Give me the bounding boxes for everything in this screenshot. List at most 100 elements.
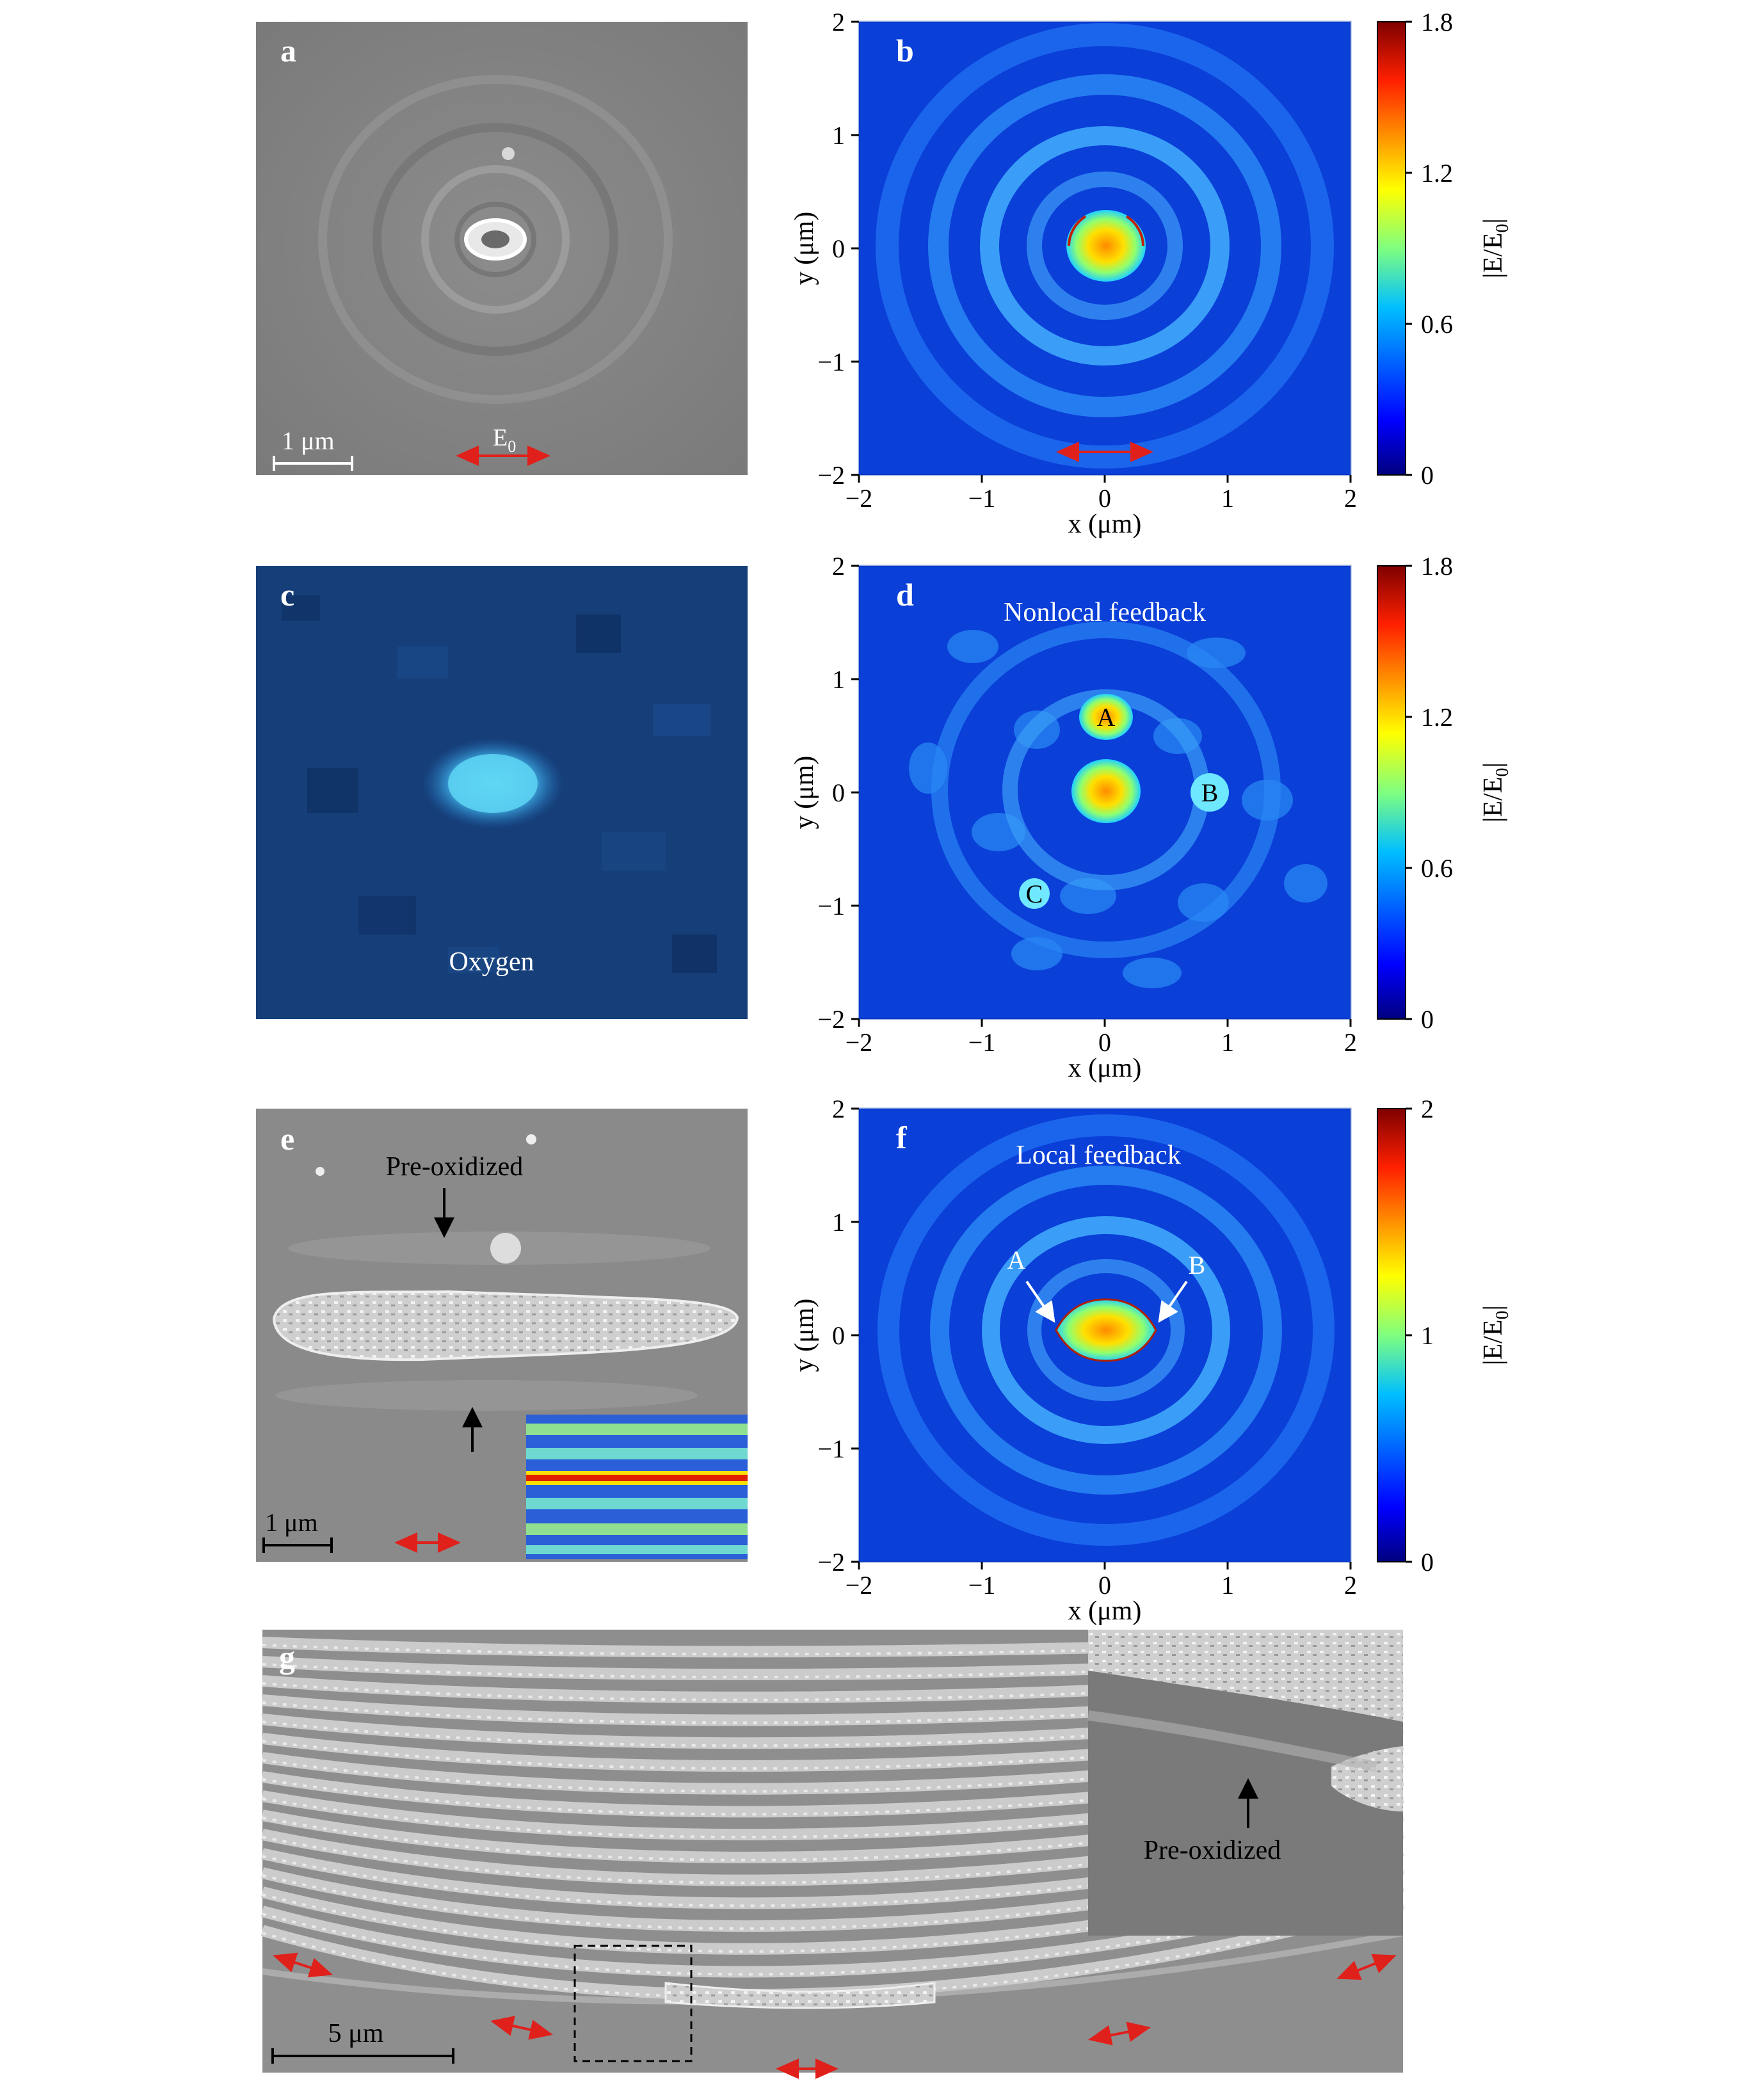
panel-b: b −2 −1 0 1 2 −2 −1 0 1 2 x (μm) y (μm) 0 0.6 1.2 1.8 |E…	[790, 8, 1512, 539]
y-tick-label: 2	[832, 552, 845, 581]
y-tick-label: −1	[817, 1434, 845, 1463]
hotspot-main-d	[1071, 759, 1141, 823]
x-tick-label: 0	[1098, 1571, 1111, 1600]
x-tick-label: 1	[1221, 1571, 1234, 1600]
colorbar-tick-label: 0	[1421, 1548, 1434, 1577]
x-tick-label: 2	[1344, 1028, 1357, 1057]
polarization-label-a: E0	[493, 424, 516, 456]
stripe-texture	[262, 1746, 1404, 1793]
y-tick-label: −1	[817, 348, 845, 376]
y-axis-label: y (μm)	[790, 212, 819, 285]
inset-g: Pre-oxidized	[1087, 1630, 1403, 1936]
hotspot-b	[1066, 210, 1146, 282]
y-tick-label: 0	[832, 1321, 845, 1350]
zoom-region-box	[573, 1945, 693, 2062]
x-tick-label: 1	[1221, 484, 1234, 513]
colorbar-label: |E/E0|	[1479, 218, 1512, 278]
preoxidized-band	[275, 1380, 698, 1411]
panel-g: Pre-oxidized g 5 μm	[261, 1630, 1405, 2079]
panel-label-a: a	[280, 33, 296, 68]
arrow-A-f	[1025, 1280, 1055, 1323]
panel-title-f: Local feedback	[1016, 1141, 1181, 1170]
panel-label-c: c	[280, 577, 294, 613]
field-rings-f	[878, 1114, 1335, 1546]
x-tick-label: −2	[846, 484, 873, 513]
debris-particle	[490, 1233, 521, 1264]
panel-f: A B f Local feedback −2 −1 0 1 2 −2 −1 0 1 2 x (μm…	[790, 1095, 1512, 1626]
y-tick-label: −2	[817, 1005, 845, 1034]
colorbar	[1377, 565, 1406, 1020]
ring	[373, 123, 618, 356]
stripe-texture	[262, 1834, 1404, 1907]
oxygen-core	[448, 754, 538, 813]
y-tick-label: 2	[832, 1095, 845, 1123]
x-tick-label: 2	[1344, 484, 1357, 513]
x-axis-label: x (μm)	[1068, 510, 1142, 539]
colorbar-tick-label: 0.6	[1421, 854, 1453, 883]
colorbar-label: |E/E0|	[1479, 1305, 1512, 1365]
debris-particle	[316, 1167, 325, 1176]
panel-d: A B C d Nonlocal feedback −2 −1 0 1 2 −2 −1 0 1 2…	[790, 552, 1512, 1083]
marker-B-d: B	[1201, 778, 1219, 807]
debris-particle	[526, 1134, 536, 1144]
stripe-texture	[262, 1817, 1404, 1884]
x-tick-label: −1	[968, 1028, 996, 1057]
x-tick-label: −1	[968, 1571, 996, 1600]
panel-label-g: g	[279, 1639, 295, 1675]
debris-particle	[502, 147, 515, 160]
panel-c: c Oxygen	[256, 566, 748, 1019]
y-tick-label: −1	[817, 892, 845, 920]
stripe-texture	[262, 1905, 1404, 1999]
hotspot-A-d	[1079, 694, 1133, 740]
x-tick-label: 1	[1221, 1028, 1234, 1057]
hotspot-edge	[1068, 215, 1087, 246]
marker-A-d: A	[1097, 703, 1116, 732]
x-tick-label: 2	[1344, 1571, 1357, 1600]
y-tick-label: 1	[832, 1208, 845, 1237]
y-tick-label: −2	[817, 461, 845, 490]
colorbar	[1377, 21, 1406, 476]
hotspot-f	[1055, 1298, 1157, 1362]
y-tick-label: 1	[832, 665, 845, 694]
marker-A-f: A	[1007, 1246, 1026, 1274]
x-tick-label: −1	[968, 484, 996, 513]
colorbar-label: |E/E0|	[1479, 762, 1512, 823]
hotspot-C-d	[1019, 878, 1050, 909]
y-axis-label: y (μm)	[790, 756, 819, 830]
ring	[421, 165, 570, 314]
hotspot-B-d	[1191, 773, 1229, 812]
arrow-B-f	[1158, 1280, 1188, 1323]
crater-core	[481, 230, 509, 248]
x-tick-label: 0	[1098, 484, 1111, 513]
x-axis-label: x (μm)	[1068, 1596, 1142, 1626]
annotation-preoxidized-e: Pre-oxidized	[386, 1152, 524, 1182]
colorbar-tick-label: 1.2	[1421, 703, 1453, 732]
axes-d: −2 −1 0 1 2 −2 −1 0 1 2 x (μm) y (μm) 0 0.6 1.2 1.8 |E/E…	[790, 552, 1512, 1083]
y-tick-label: 0	[832, 234, 845, 263]
colorbar-tick-label: 1.2	[1421, 159, 1453, 188]
colorbar-tick-label: 1	[1421, 1321, 1434, 1350]
field-ring-d	[931, 622, 1281, 958]
colorbar-tick-label: 0.6	[1421, 310, 1453, 339]
colorbar-tick-label: 1.8	[1421, 552, 1453, 581]
inset-simulation-e	[526, 1415, 748, 1559]
panel-label-e: e	[280, 1121, 294, 1157]
marker-C-d: C	[1026, 879, 1043, 908]
y-tick-label: −2	[817, 1548, 845, 1577]
colorbar-tick-label: 0	[1421, 1005, 1434, 1034]
colorbar	[1377, 1108, 1406, 1562]
polarization-arrows-g	[273, 1952, 1397, 2079]
y-axis-label: y (μm)	[790, 1299, 819, 1372]
x-tick-label: 0	[1098, 1028, 1111, 1057]
ablated-stripe	[272, 1290, 739, 1361]
marker-B-f: B	[1189, 1251, 1206, 1280]
caption-c: Oxygen	[449, 947, 534, 977]
panel-e: e Pre-oxidized 1 μm	[256, 1109, 748, 1562]
panel-label-d: d	[896, 577, 914, 613]
scale-bar-label-a: 1 μm	[282, 426, 335, 455]
scale-bar-label-g: 5 μm	[328, 2019, 384, 2048]
scale-bar-label-e: 1 μm	[265, 1508, 318, 1537]
ring	[318, 75, 673, 404]
stripe-texture	[262, 1799, 1404, 1861]
